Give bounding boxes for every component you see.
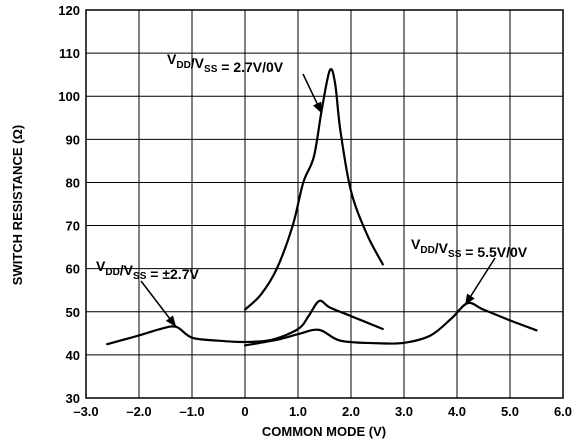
x-tick-label: 5.0 [501,404,519,419]
y-tick-label: 30 [66,391,80,406]
annotation-layer: VDD/VSS = 2.7V/0V VDD/VSS = ±2.7V VDD/VSS … [96,51,528,328]
x-tick-labels: –3.0 –2.0 –1.0 0 1.0 2.0 3.0 4.0 5.0 6.0 [73,404,572,419]
series-line-3 [243,301,538,347]
series-line-2 [106,299,384,346]
y-tick-label: 100 [58,89,80,104]
x-tick-label: 1.0 [289,404,307,419]
annotation-label: VDD/VSS = 5.5V/0V [411,236,528,260]
x-tick-label: 2.0 [342,404,360,419]
x-tick-label: 3.0 [395,404,413,419]
y-tick-label: 70 [66,219,80,234]
x-tick-label: –2.0 [126,404,151,419]
y-tick-labels: 30 40 50 60 70 80 90 100 110 120 [58,3,80,406]
plot-frame [85,9,564,399]
x-tick-label: 6.0 [554,404,572,419]
annotation-label: VDD/VSS = 2.7V/0V [167,51,284,75]
annotation-label: VDD/VSS = ±2.7V [96,258,199,282]
series-line-1 [243,68,384,311]
y-tick-label: 40 [66,348,80,363]
arrowhead [464,293,475,306]
y-axis-title: SWITCH RESISTANCE (Ω) [10,125,25,285]
x-tick-label: –1.0 [179,404,204,419]
x-tick-label: 0 [241,404,248,419]
grid [85,9,564,399]
y-tick-label: 120 [58,3,80,18]
y-tick-label: 110 [59,46,80,61]
y-tick-label: 80 [66,175,80,190]
x-tick-label: –3.0 [73,404,98,419]
x-axis-title: COMMON MODE (V) [262,424,386,439]
arrowhead [313,101,322,114]
arrowhead [165,315,177,327]
series-layer [106,68,538,347]
y-tick-label: 90 [66,132,80,147]
y-tick-label: 60 [66,262,80,277]
x-tick-label: 4.0 [448,404,466,419]
y-tick-label: 50 [66,305,80,320]
